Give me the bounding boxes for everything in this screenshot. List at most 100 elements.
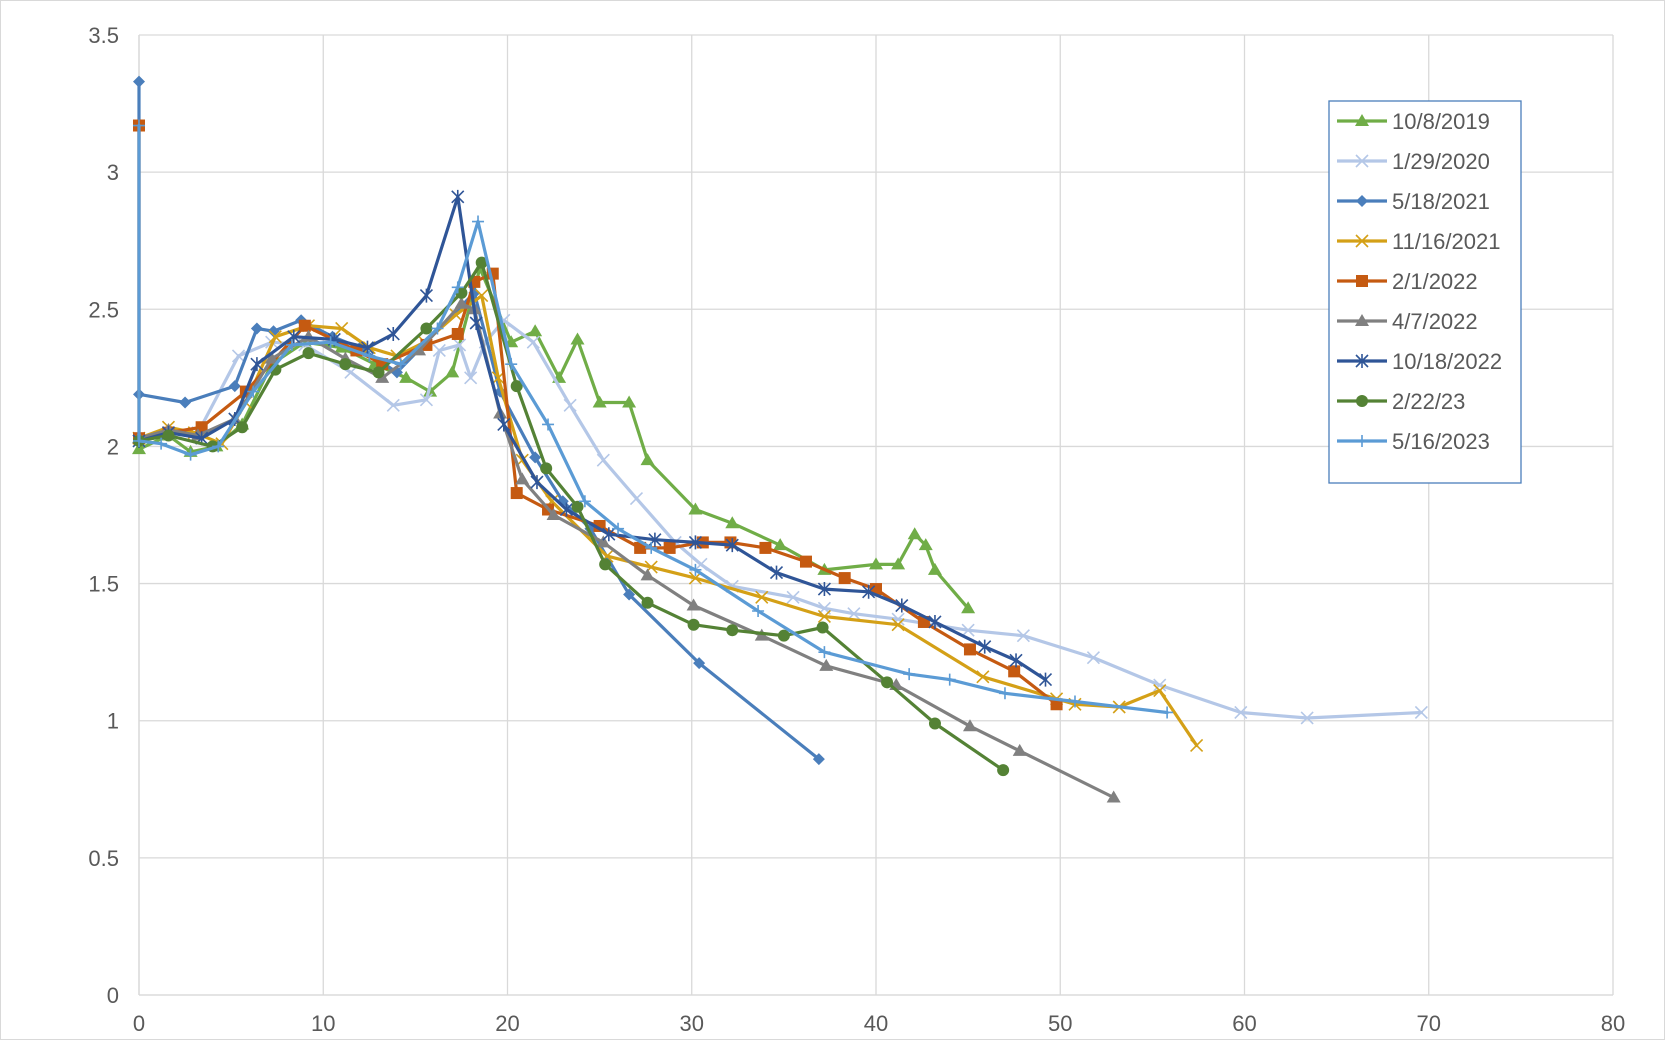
data-point <box>862 584 876 599</box>
data-point <box>510 487 523 500</box>
legend-swatch-marker <box>1355 314 1369 326</box>
data-point <box>1153 683 1167 698</box>
data-point <box>302 347 315 360</box>
data-point <box>1068 695 1081 708</box>
data-point <box>449 308 463 322</box>
legend: 10/8/2019 1/29/2020 5/18/2021 11/16/2021 2/1… <box>1328 100 1522 484</box>
legend-entry: 5/16/2023 <box>1337 429 1490 454</box>
data-point <box>686 598 701 611</box>
data-point <box>285 338 298 351</box>
series-layer <box>132 75 1428 803</box>
legend-box <box>1328 100 1522 484</box>
data-point <box>819 658 834 671</box>
data-point <box>755 590 769 604</box>
data-point <box>132 442 146 455</box>
data-point <box>596 453 610 467</box>
data-point <box>769 565 784 580</box>
data-point <box>752 605 765 617</box>
data-point <box>419 393 433 407</box>
legend-entry: 2/22/23 <box>1337 389 1465 414</box>
series-6 <box>132 189 1053 687</box>
y-tick-label: 3.5 <box>88 23 119 48</box>
legend-entry: 2/1/2022 <box>1337 269 1478 294</box>
legend-swatch-marker <box>1356 275 1368 287</box>
data-point <box>1300 711 1314 725</box>
data-point <box>927 562 942 575</box>
series-line <box>137 123 1169 715</box>
data-point <box>1008 665 1021 678</box>
legend-swatch-marker <box>1355 154 1369 168</box>
data-point <box>475 256 488 269</box>
data-point <box>881 676 894 689</box>
data-point <box>228 380 241 393</box>
series-line <box>137 294 1199 748</box>
data-point <box>1038 672 1053 687</box>
series-8 <box>133 119 1174 719</box>
data-point <box>133 119 145 132</box>
data-point <box>184 448 197 461</box>
legend-label: 2/1/2022 <box>1392 269 1478 294</box>
data-point <box>264 351 279 364</box>
legend-entry: 4/7/2022 <box>1337 309 1478 334</box>
data-point <box>287 329 301 344</box>
x-tick-label: 50 <box>1048 1011 1072 1036</box>
data-point <box>962 719 977 732</box>
data-point <box>629 491 644 506</box>
legend-label: 10/8/2019 <box>1392 109 1490 134</box>
data-point <box>818 646 831 659</box>
data-point <box>978 639 992 654</box>
data-point <box>1190 738 1204 752</box>
data-point <box>687 618 700 631</box>
data-point <box>726 624 739 637</box>
series-4 <box>133 119 1063 711</box>
data-point <box>505 358 518 371</box>
legend-swatch-marker <box>1356 395 1368 407</box>
legend-swatch-marker <box>1355 114 1369 126</box>
data-point <box>236 421 249 434</box>
legend-swatch-marker <box>1356 195 1368 207</box>
data-point <box>817 609 831 624</box>
data-point <box>475 289 489 303</box>
data-point <box>895 598 909 613</box>
data-point <box>399 370 414 383</box>
data-point <box>453 338 467 352</box>
data-point <box>133 75 145 88</box>
data-point <box>372 366 385 379</box>
data-point <box>997 764 1010 777</box>
data-point <box>640 568 655 581</box>
data-point <box>530 475 544 490</box>
data-point <box>1086 651 1100 665</box>
data-point <box>212 440 225 453</box>
data-point <box>526 335 540 349</box>
y-tick-label: 3 <box>107 160 119 185</box>
data-point <box>961 623 975 637</box>
data-point <box>472 215 485 228</box>
data-point <box>786 590 800 604</box>
data-point <box>976 670 990 684</box>
legend-label: 2/22/23 <box>1392 389 1465 414</box>
data-point <box>267 325 280 338</box>
series-line <box>137 195 1048 682</box>
data-point <box>693 657 706 670</box>
data-point <box>641 596 654 609</box>
data-point <box>360 340 375 355</box>
data-point <box>542 418 555 431</box>
data-point <box>231 349 246 363</box>
data-point <box>464 371 478 385</box>
data-point <box>451 281 464 294</box>
x-tick-label: 0 <box>133 1011 145 1036</box>
data-point <box>903 668 916 681</box>
data-point <box>268 330 282 344</box>
data-point <box>335 321 349 336</box>
data-point <box>725 538 739 553</box>
data-point <box>998 687 1011 700</box>
data-point <box>515 472 530 485</box>
y-tick-label: 2 <box>107 434 119 459</box>
data-point <box>928 614 942 629</box>
legend-label: 10/18/2022 <box>1392 349 1502 374</box>
data-point <box>799 555 812 568</box>
x-tick-label: 20 <box>495 1011 519 1036</box>
y-tick-label: 1.5 <box>88 572 119 597</box>
data-point <box>777 629 790 642</box>
